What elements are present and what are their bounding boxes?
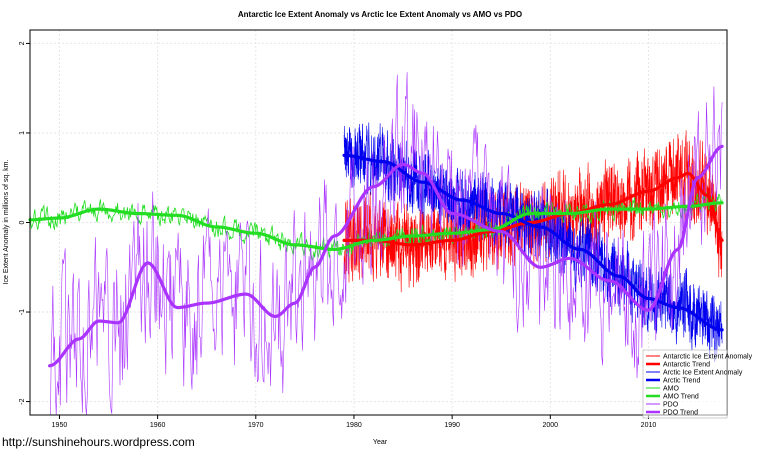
legend-item-antarctic-trend: Antarctic Trend bbox=[663, 362, 710, 369]
source-credit: http://sunshinehours.wordpress.com bbox=[2, 435, 195, 449]
x-axis: 1950 1960 1970 1980 1990 2000 2010 bbox=[52, 415, 657, 429]
x-tick-label: 1950 bbox=[52, 422, 68, 429]
y-tick-label: -2 bbox=[19, 398, 26, 404]
legend-item-amo: AMO bbox=[663, 386, 680, 393]
y-tick-label: 1 bbox=[19, 131, 26, 135]
legend-item-antarctic-ice-extent-anomaly: Antarctic Ice Extent Anomaly bbox=[663, 354, 753, 361]
legend-item-pdo: PDO bbox=[663, 402, 679, 409]
y-axis-label: Ice Extent Anomaly in millions of sq. km… bbox=[3, 160, 10, 285]
x-tick-label: 1990 bbox=[444, 422, 460, 429]
chart-title: Antarctic Ice Extent Anomaly vs Arctic I… bbox=[238, 10, 522, 19]
y-tick-label: 0 bbox=[19, 220, 26, 224]
trend-series-layer bbox=[28, 144, 724, 368]
amo-trend-line bbox=[28, 201, 724, 251]
antarctic-trend-line bbox=[342, 171, 724, 247]
legend-item-amo-trend: AMO Trend bbox=[663, 394, 699, 401]
legend-item-arctic-ice-extent-anomaly: Arctic Ice Extent Anomaly bbox=[663, 370, 743, 377]
legend-box bbox=[642, 349, 728, 419]
x-tick-label: 1960 bbox=[150, 422, 166, 429]
legend-item-pdo-trend: PDO Trend bbox=[663, 410, 698, 417]
x-tick-label: 1980 bbox=[346, 422, 362, 429]
x-tick-label: 2010 bbox=[641, 422, 657, 429]
legend-item-arctic-trend: Arctic Trend bbox=[663, 378, 700, 385]
y-tick-label: -1 bbox=[19, 309, 26, 315]
x-tick-label: 1970 bbox=[248, 422, 264, 429]
pdo-trend-line bbox=[47, 144, 724, 368]
pdo-line bbox=[49, 72, 723, 416]
y-tick-label: 2 bbox=[19, 41, 26, 45]
y-axis: -2 -1 0 1 2 bbox=[19, 41, 30, 405]
arctic-trend-line bbox=[342, 153, 724, 332]
x-tick-label: 2000 bbox=[543, 422, 559, 429]
noisy-series-layer bbox=[29, 72, 723, 416]
x-axis-label: Year bbox=[373, 439, 388, 446]
